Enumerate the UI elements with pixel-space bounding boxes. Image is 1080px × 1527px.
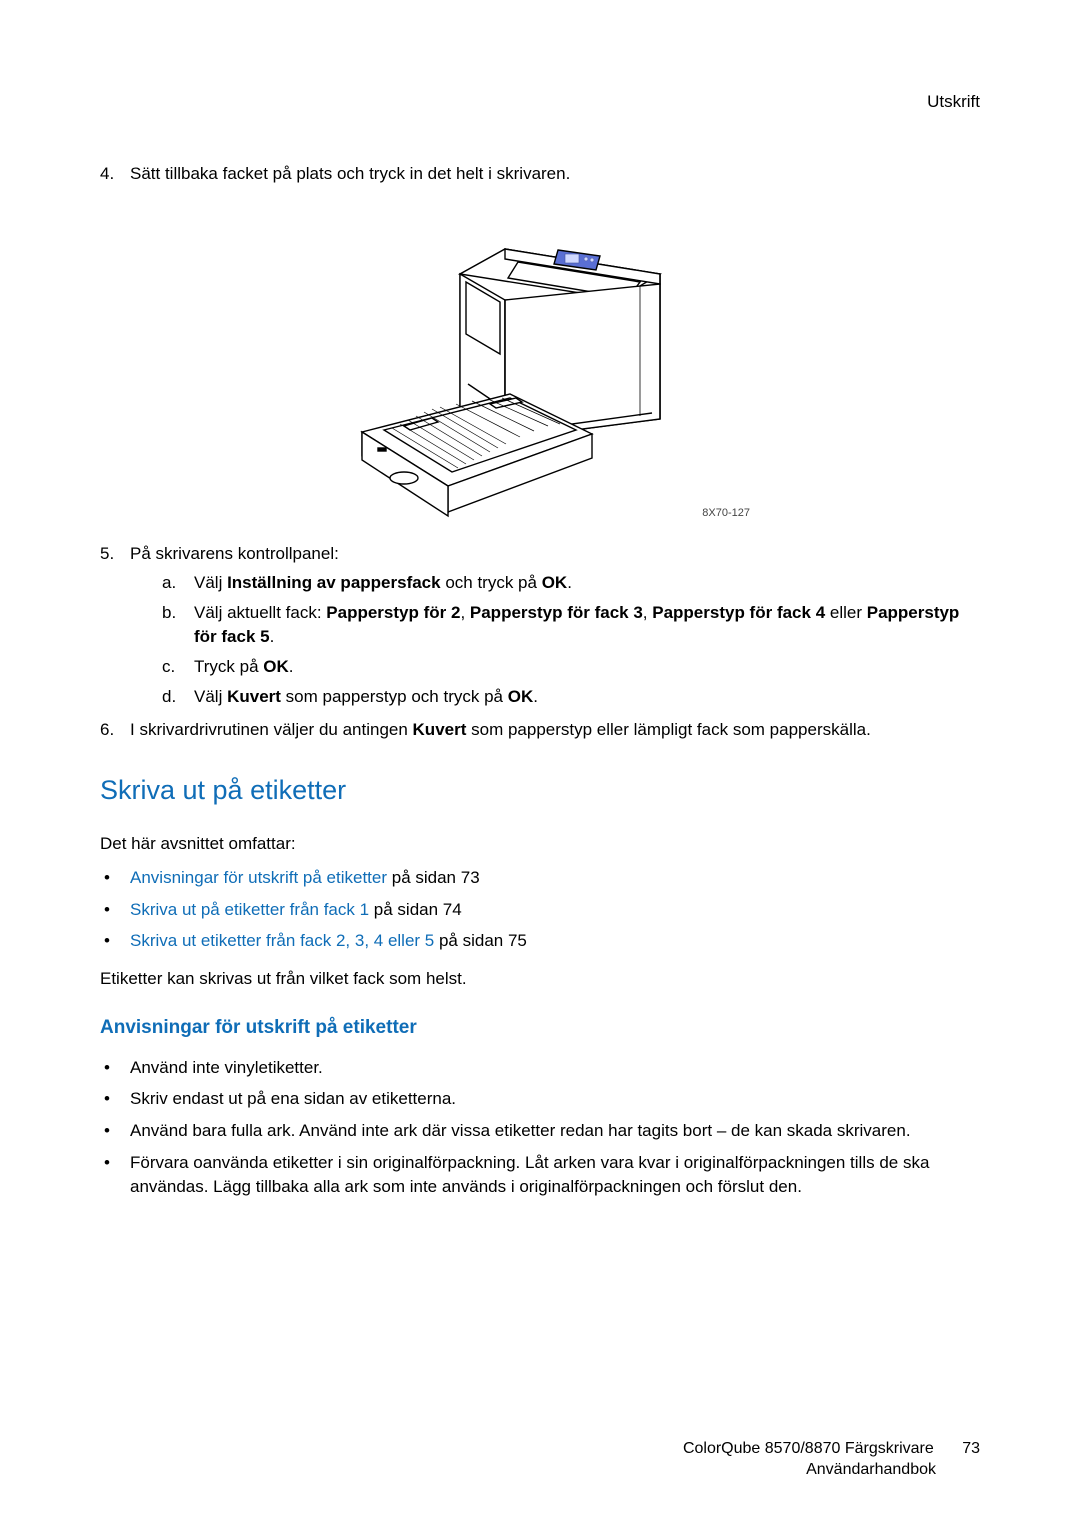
footer-product: ColorQube 8570/8870 Färgskrivare bbox=[683, 1440, 934, 1457]
bold-text: Papperstyp för 2 bbox=[326, 603, 460, 622]
list-number: 4. bbox=[100, 162, 130, 186]
section-title: Skriva ut på etiketter bbox=[100, 772, 980, 810]
bullet-icon: • bbox=[100, 866, 130, 890]
text: som papperstyp eller lämpligt fack som p… bbox=[466, 720, 870, 739]
sub-body: Tryck på OK. bbox=[194, 655, 980, 679]
text: och tryck på bbox=[441, 573, 542, 592]
bullet-icon: • bbox=[100, 929, 130, 953]
bold-text: Papperstyp för fack 3 bbox=[470, 603, 643, 622]
toc-link[interactable]: Skriva ut etiketter från fack 2, 3, 4 el… bbox=[130, 931, 434, 950]
sub-item-d: d. Välj Kuvert som papperstyp och tryck … bbox=[162, 685, 980, 709]
toc-link[interactable]: Skriva ut på etiketter från fack 1 bbox=[130, 900, 369, 919]
toc-item: • Skriva ut etiketter från fack 2, 3, 4 … bbox=[100, 929, 980, 953]
bullet-icon: • bbox=[100, 1119, 130, 1143]
list-number: 6. bbox=[100, 718, 130, 742]
sub-number: b. bbox=[162, 601, 194, 649]
bold-text: OK bbox=[263, 657, 289, 676]
header-section-label: Utskrift bbox=[100, 90, 980, 114]
sub-body: Välj Kuvert som papperstyp och tryck på … bbox=[194, 685, 980, 709]
guideline-text: Använd inte vinyletiketter. bbox=[130, 1056, 980, 1080]
text: , bbox=[643, 603, 652, 622]
sub-number: a. bbox=[162, 571, 194, 595]
list-body: I skrivardrivrutinen väljer du antingen … bbox=[130, 718, 980, 742]
sub-number: d. bbox=[162, 685, 194, 709]
sub-body: Välj Inställning av pappersfack och tryc… bbox=[194, 571, 980, 595]
guideline-text: Skriv endast ut på ena sidan av etikette… bbox=[130, 1087, 980, 1111]
step5-intro: På skrivarens kontrollpanel: bbox=[130, 544, 339, 563]
toc-item: • Anvisningar för utskrift på etiketter … bbox=[100, 866, 980, 890]
text: Välj aktuellt fack: bbox=[194, 603, 326, 622]
list-item-6: 6. I skrivardrivrutinen väljer du anting… bbox=[100, 718, 980, 742]
list-item-4: 4. Sätt tillbaka facket på plats och try… bbox=[100, 162, 980, 186]
text: Tryck på bbox=[194, 657, 263, 676]
guideline-item: •Förvara oanvända etiketter i sin origin… bbox=[100, 1151, 980, 1199]
text: . bbox=[270, 627, 275, 646]
bold-text: Inställning av pappersfack bbox=[227, 573, 441, 592]
bold-text: OK bbox=[508, 687, 534, 706]
sub-item-a: a. Välj Inställning av pappersfack och t… bbox=[162, 571, 980, 595]
bullet-icon: • bbox=[100, 898, 130, 922]
toc-link[interactable]: Anvisningar för utskrift på etiketter bbox=[130, 868, 387, 887]
page-number: 73 bbox=[962, 1438, 980, 1460]
bullet-icon: • bbox=[100, 1151, 130, 1199]
guideline-item: •Skriv endast ut på ena sidan av etikett… bbox=[100, 1087, 980, 1111]
footer-doc-type: Användarhandbok bbox=[683, 1459, 980, 1481]
text: . bbox=[567, 573, 572, 592]
text: , bbox=[460, 603, 469, 622]
section-intro: Det här avsnittet omfattar: bbox=[100, 832, 980, 856]
page-footer: ColorQube 8570/8870 Färgskrivare 73 Anvä… bbox=[683, 1438, 980, 1481]
toc-list: • Anvisningar för utskrift på etiketter … bbox=[100, 866, 980, 953]
text: Välj bbox=[194, 573, 227, 592]
guideline-item: •Använd bara fulla ark. Använd inte ark … bbox=[100, 1119, 980, 1143]
text: I skrivardrivrutinen väljer du antingen bbox=[130, 720, 413, 739]
toc-item: • Skriva ut på etiketter från fack 1 på … bbox=[100, 898, 980, 922]
sub-item-b: b. Välj aktuellt fack: Papperstyp för 2,… bbox=[162, 601, 980, 649]
text: . bbox=[289, 657, 294, 676]
figure-printer: 8X70-127 bbox=[100, 204, 980, 524]
text: eller bbox=[825, 603, 867, 622]
page: Utskrift 4. Sätt tillbaka facket på plat… bbox=[0, 0, 1080, 1527]
bold-text: Kuvert bbox=[227, 687, 281, 706]
toc-suffix: på sidan 74 bbox=[369, 900, 462, 919]
bold-text: Kuvert bbox=[413, 720, 467, 739]
guideline-list: •Använd inte vinyletiketter. •Skriv enda… bbox=[100, 1056, 980, 1199]
toc-suffix: på sidan 75 bbox=[434, 931, 527, 950]
bold-text: OK bbox=[542, 573, 568, 592]
list-body: Sätt tillbaka facket på plats och tryck … bbox=[130, 162, 980, 186]
sub-body: Välj aktuellt fack: Papperstyp för 2, Pa… bbox=[194, 601, 980, 649]
printer-illustration bbox=[340, 204, 740, 524]
text: som papperstyp och tryck på bbox=[281, 687, 508, 706]
bold-text: Papperstyp för fack 4 bbox=[652, 603, 825, 622]
text: . bbox=[533, 687, 538, 706]
list-number: 5. bbox=[100, 542, 130, 715]
toc-suffix: på sidan 73 bbox=[387, 868, 480, 887]
guideline-text: Använd bara fulla ark. Använd inte ark d… bbox=[130, 1119, 980, 1143]
text: Välj bbox=[194, 687, 227, 706]
list-body: På skrivarens kontrollpanel: a. Välj Ins… bbox=[130, 542, 980, 715]
subsection-title: Anvisningar för utskrift på etiketter bbox=[100, 1015, 980, 1042]
bullet-icon: • bbox=[100, 1087, 130, 1111]
sub-number: c. bbox=[162, 655, 194, 679]
figure-caption: 8X70-127 bbox=[702, 506, 750, 521]
bullet-icon: • bbox=[100, 1056, 130, 1080]
guideline-text: Förvara oanvända etiketter i sin origina… bbox=[130, 1151, 980, 1199]
guideline-item: •Använd inte vinyletiketter. bbox=[100, 1056, 980, 1080]
sub-item-c: c. Tryck på OK. bbox=[162, 655, 980, 679]
section-note: Etiketter kan skrivas ut från vilket fac… bbox=[100, 967, 980, 991]
list-item-5: 5. På skrivarens kontrollpanel: a. Välj … bbox=[100, 542, 980, 715]
